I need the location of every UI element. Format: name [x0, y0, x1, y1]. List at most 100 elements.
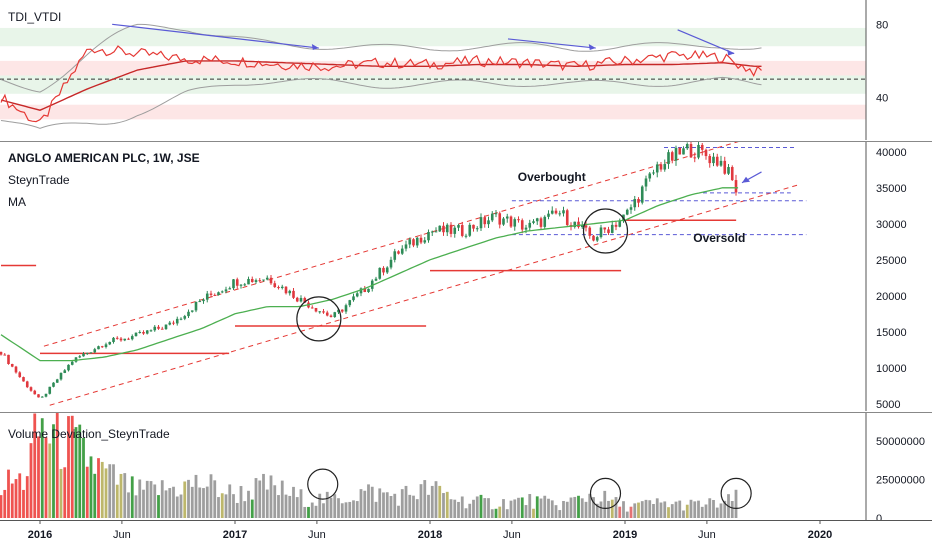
candle-body — [505, 216, 509, 219]
candle-body — [614, 224, 618, 227]
candle-body — [7, 354, 10, 364]
candle-body — [704, 149, 708, 157]
tdi-panel: 80 40 TDI_VTDI — [0, 0, 932, 140]
candle-body — [543, 216, 547, 227]
volume-bar — [160, 480, 164, 518]
candle-body — [78, 356, 82, 358]
candle-body — [427, 232, 430, 241]
candle-body — [314, 307, 318, 312]
volume-bar — [528, 494, 532, 518]
candle-body — [273, 283, 277, 288]
volume-bar — [175, 496, 179, 518]
candle-body — [160, 328, 164, 330]
candle-body — [363, 288, 367, 293]
volume-bar — [427, 494, 430, 518]
volume-bar — [329, 497, 333, 518]
candle-body — [678, 147, 682, 155]
candle-body — [667, 152, 670, 165]
volume-bar — [145, 480, 149, 518]
candle-body — [539, 218, 543, 227]
volume-bar — [344, 502, 348, 518]
volume-bar — [224, 494, 228, 518]
tdi-y-tick: 80 — [876, 19, 888, 31]
candle-body — [224, 289, 228, 292]
volume-bar — [254, 478, 258, 518]
volume-bar — [625, 511, 629, 518]
volume-bar — [243, 501, 247, 518]
volume-bar — [307, 506, 310, 518]
volume-bar — [250, 499, 254, 518]
volume-bar — [100, 461, 104, 518]
volume-bar — [554, 505, 558, 518]
candle-body — [644, 178, 648, 187]
tdi-trend-arrow-1 — [112, 23, 319, 49]
volume-bar — [648, 500, 652, 518]
volume-bar — [78, 424, 82, 518]
volume-bar — [640, 501, 644, 518]
volume-bar — [685, 504, 689, 518]
volume-bar — [434, 481, 438, 518]
volume-bar — [220, 493, 224, 518]
volume-bar — [337, 498, 340, 518]
volume-bar — [134, 495, 138, 518]
volume-bar — [565, 501, 569, 518]
volume-bar — [18, 473, 22, 518]
volume-panel: 50000000 25000000 0 Volume Deviation_Steyn… — [0, 412, 932, 520]
volume-bar — [168, 488, 172, 518]
candle-body — [685, 144, 689, 149]
volume-bar — [663, 501, 667, 518]
candle-body — [52, 382, 55, 387]
volume-bar — [550, 500, 554, 518]
x-axis-label: 2019 — [613, 529, 637, 541]
candle-body — [67, 364, 70, 371]
candle-body — [400, 248, 404, 254]
candle-body — [573, 221, 577, 228]
candle-body — [329, 315, 333, 317]
volume-bar — [547, 498, 550, 518]
candle-body — [310, 307, 314, 309]
candle-body — [603, 227, 607, 230]
volume-bar — [494, 508, 498, 518]
tdi-lower-red-band — [0, 104, 866, 120]
volume-bar — [535, 496, 539, 518]
candle-body — [164, 324, 168, 330]
candle-body — [689, 144, 693, 158]
candle-body — [97, 346, 100, 350]
volume-bar — [577, 495, 580, 518]
volume-bar — [667, 507, 670, 518]
candle-body — [378, 267, 382, 279]
volume-bar — [483, 498, 487, 518]
volume-bar — [262, 473, 265, 518]
candle-body — [29, 387, 33, 391]
volume-bar — [505, 509, 509, 518]
candle-body — [663, 164, 667, 170]
price-chart: Overbought Oversold 40000 35000 30000 25000 20… — [0, 141, 932, 411]
volume-bar — [149, 481, 153, 518]
candle-body — [408, 239, 412, 245]
volume-bar — [55, 412, 59, 518]
candle-body — [498, 213, 502, 225]
candle-body — [374, 278, 378, 281]
candle-body — [697, 144, 700, 158]
candle-body — [145, 330, 149, 334]
price-blue-arrowhead — [742, 176, 750, 183]
volume-bar — [708, 498, 712, 518]
volume-bar — [213, 480, 217, 518]
candle-body — [430, 231, 434, 233]
volume-bar — [112, 464, 115, 518]
candle-body — [172, 322, 175, 324]
candle-body — [247, 278, 250, 285]
candle-body — [554, 210, 558, 214]
volume-bar — [633, 503, 637, 518]
candle-body — [419, 237, 423, 243]
volume-bar — [142, 489, 145, 518]
volume-bar — [25, 476, 29, 518]
volume-bar — [10, 483, 14, 518]
candle-body — [670, 152, 674, 161]
candle-body — [610, 224, 614, 233]
candle-body — [532, 221, 535, 223]
volume-bar — [314, 505, 318, 518]
candle-body — [584, 225, 588, 228]
volume-bar — [588, 493, 592, 518]
candle-body — [404, 244, 408, 249]
